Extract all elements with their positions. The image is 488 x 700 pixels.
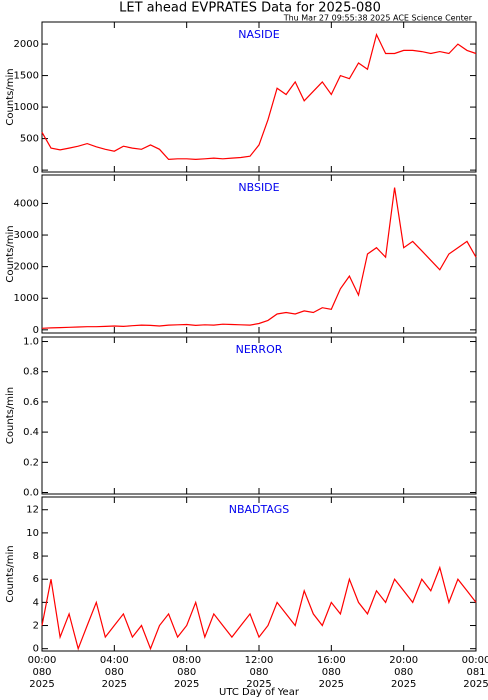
plot-frame xyxy=(41,496,477,652)
y-tick-label: 4 xyxy=(33,597,39,608)
x-tick-year: 2025 xyxy=(102,679,127,690)
data-line xyxy=(41,565,477,651)
y-tick-label: 0.6 xyxy=(23,397,39,408)
x-tick-label: 20:00 xyxy=(389,655,418,666)
panel-label: NERROR xyxy=(236,343,283,356)
y-tick-label: 4000 xyxy=(14,198,39,209)
data-line xyxy=(41,32,477,161)
x-tick-year: 2025 xyxy=(319,679,344,690)
y-tick-label: 1.0 xyxy=(23,337,39,348)
x-tick-day: 080 xyxy=(394,667,413,678)
x-tick-year: 2025 xyxy=(29,679,54,690)
y-tick-label: 3000 xyxy=(14,230,39,241)
panel-label: NBSIDE xyxy=(238,181,279,194)
y-tick-label: 0.4 xyxy=(23,427,39,438)
y-tick-label: 1000 xyxy=(14,102,39,113)
chart-title: LET ahead EVPRATES Data for 2025-080 xyxy=(119,1,381,16)
y-tick-label: 0.0 xyxy=(23,487,39,498)
data-line xyxy=(41,187,477,329)
y-tick-label: 8 xyxy=(33,551,39,562)
x-tick-label: 00:00 xyxy=(462,655,488,666)
y-tick-label: 500 xyxy=(20,134,39,145)
x-tick-day: 080 xyxy=(177,667,196,678)
x-tick-year: 2025 xyxy=(391,679,416,690)
y-tick-label: 12 xyxy=(26,505,39,516)
x-tick-label: 00:00 xyxy=(28,655,57,666)
chart-subtitle: Thu Mar 27 09:55:38 2025 ACE Science Cen… xyxy=(283,14,473,23)
x-tick-label: 12:00 xyxy=(245,655,274,666)
y-tick-label: 1000 xyxy=(14,293,39,304)
panel-label: NASIDE xyxy=(238,28,279,41)
x-tick-label: 08:00 xyxy=(172,655,201,666)
y-tick-label: 0.8 xyxy=(23,367,39,378)
y-axis-label: Counts/min xyxy=(5,387,16,444)
x-tick-label: 16:00 xyxy=(317,655,346,666)
x-tick-year: 2025 xyxy=(246,679,271,690)
y-tick-label: 6 xyxy=(33,574,39,585)
panel-label: NBADTAGS xyxy=(229,503,289,516)
y-tick-label: 10 xyxy=(26,528,39,539)
x-tick-day: 080 xyxy=(32,667,51,678)
x-axis-label: UTC Day of Year xyxy=(219,687,300,698)
plot-frame xyxy=(41,336,477,495)
x-tick-day: 080 xyxy=(322,667,341,678)
x-tick-year: 2025 xyxy=(174,679,199,690)
x-tick-label: 04:00 xyxy=(100,655,129,666)
y-tick-label: 2 xyxy=(33,621,39,632)
plot-frame xyxy=(41,174,477,334)
y-axis-label: Counts/min xyxy=(5,68,16,125)
y-tick-label: 0 xyxy=(33,325,39,336)
y-axis-label: Counts/min xyxy=(5,545,16,602)
x-tick-day: 080 xyxy=(249,667,268,678)
y-tick-label: 0.2 xyxy=(23,457,39,468)
y-tick-label: 2000 xyxy=(14,39,39,50)
y-tick-label: 0 xyxy=(33,644,39,655)
x-tick-day: 081 xyxy=(466,667,485,678)
y-tick-label: 2000 xyxy=(14,262,39,273)
y-tick-label: 1500 xyxy=(14,71,39,82)
y-axis-label: Counts/min xyxy=(5,225,16,282)
x-tick-year: 2025 xyxy=(463,679,488,690)
x-tick-day: 080 xyxy=(105,667,124,678)
y-tick-label: 0 xyxy=(33,165,39,176)
